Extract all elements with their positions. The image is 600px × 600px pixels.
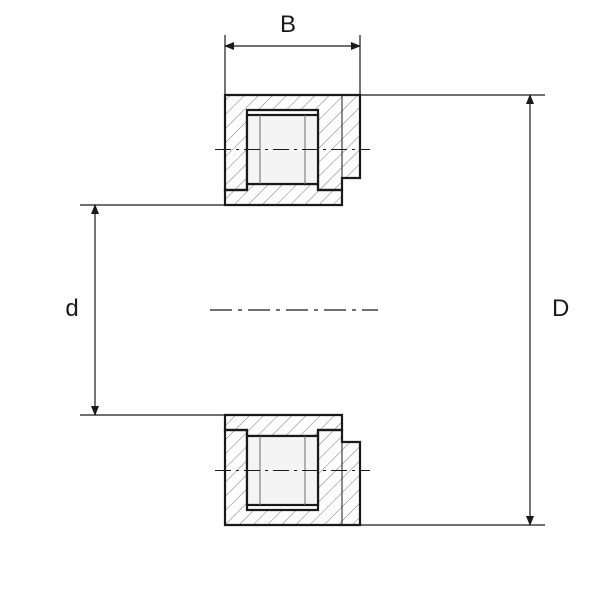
label-D: D <box>552 295 569 322</box>
dimension-D: D <box>360 95 569 525</box>
lower-section <box>215 415 370 525</box>
label-B: B <box>280 11 296 38</box>
bearing-cross-section-diagram: B d D <box>0 0 600 600</box>
upper-section <box>215 95 370 205</box>
label-d: d <box>65 295 78 322</box>
dimension-d: d <box>65 205 225 415</box>
dimension-B: B <box>225 11 360 95</box>
